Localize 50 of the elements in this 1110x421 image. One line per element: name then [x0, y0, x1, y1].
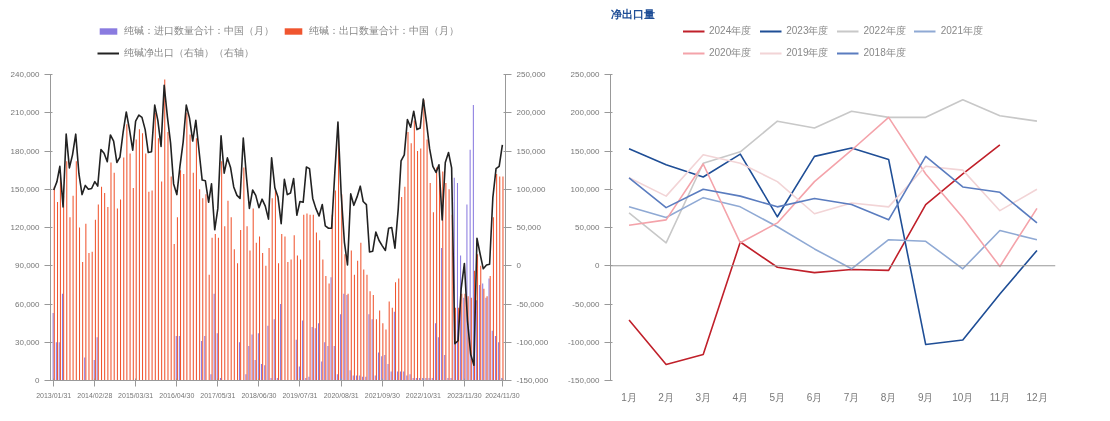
y2-tick-label: 150,000 [516, 146, 546, 156]
legend-label: 纯碱：进口数量合计：中国（月） [123, 24, 274, 38]
y2-tick-label: 100,000 [516, 184, 546, 194]
chart-title: 净出口量 [610, 7, 655, 20]
legend-label: 纯碱净出口（右轴）（右轴） [123, 46, 254, 60]
y-tick-label: 250,000 [570, 70, 601, 79]
y-tick-label: 150,000 [10, 184, 41, 194]
legend-label: 2024年度 [709, 24, 752, 38]
x-tick-label: 9月 [917, 391, 934, 403]
y-tick-label: -100,000 [567, 337, 601, 347]
legend-label: 2020年度 [709, 46, 752, 60]
legend-label: 纯碱：出口数量合计：中国（月） [308, 24, 459, 38]
y-tick-label: 200,000 [570, 108, 601, 118]
y-tick-label: 0 [595, 261, 601, 271]
y2-tick-label: -50,000 [516, 299, 545, 309]
x-tick-label: 3月 [695, 391, 711, 403]
legend-label: 2019年度 [786, 46, 829, 60]
y2-tick-label: -100,000 [516, 337, 549, 347]
y-tick-label: 210,000 [10, 108, 41, 118]
x-tick-label: 8月 [880, 391, 897, 403]
legend-label: 2022年度 [863, 24, 906, 38]
y-tick-label: 180,000 [10, 146, 41, 156]
x-tick-label: 2月 [658, 391, 674, 403]
y-tick-label: -150,000 [567, 376, 601, 385]
legend-label: 2018年度 [863, 46, 906, 60]
x-tick-label: 11月 [989, 391, 1011, 403]
y2-tick-label: 250,000 [516, 70, 546, 79]
y-tick-label: 50,000 [575, 223, 601, 232]
y2-tick-label: 50,000 [516, 223, 542, 232]
y2-tick-label: 0 [516, 261, 522, 271]
x-tick-label: 1月 [621, 391, 637, 403]
x-tick-label: 7月 [843, 391, 860, 403]
y2-tick-label: 200,000 [516, 108, 546, 118]
y-tick-label: 30,000 [15, 337, 41, 347]
x-tick-label: 12月 [1026, 391, 1048, 403]
x-tick-label: 4月 [732, 391, 749, 403]
y-tick-label: -50,000 [572, 299, 601, 309]
x-tick-label: 5月 [769, 391, 786, 403]
legend-label: 2023年度 [786, 24, 829, 38]
legend-label: 2021年度 [940, 24, 983, 38]
x-tick-label: 10月 [952, 391, 974, 403]
y-tick-label: 100,000 [570, 184, 601, 194]
y-tick-label: 60,000 [15, 299, 41, 309]
y-tick-label: 0 [35, 376, 41, 385]
y-tick-label: 90,000 [15, 261, 41, 271]
y-tick-label: 120,000 [10, 223, 41, 232]
x-tick-label: 6月 [806, 391, 823, 403]
y-tick-label: 240,000 [10, 70, 41, 79]
y-tick-label: 150,000 [570, 146, 601, 156]
y2-tick-label: -150,000 [516, 376, 549, 385]
